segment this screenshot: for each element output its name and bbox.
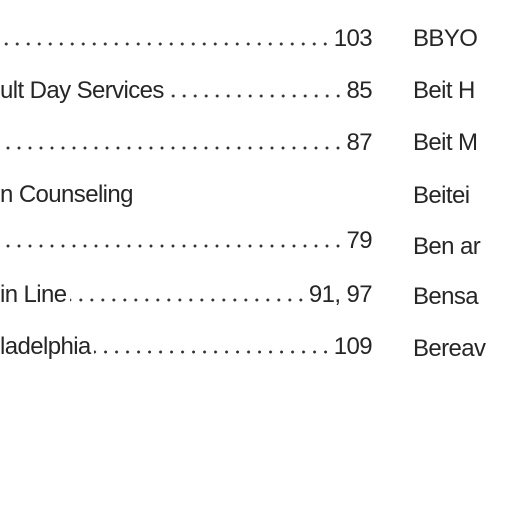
index-entry: in Line 91, 97 bbox=[0, 278, 373, 312]
entry-text: Beit H bbox=[413, 77, 475, 104]
entry-text: Bereav bbox=[413, 335, 486, 362]
dot-leader bbox=[69, 297, 306, 303]
page-number: 109 bbox=[333, 333, 373, 360]
dot-leader bbox=[93, 349, 331, 355]
index-entry: 87 bbox=[0, 126, 373, 160]
index-entry: ladelphia 109 bbox=[0, 330, 373, 364]
dot-leader bbox=[3, 145, 344, 151]
page-number: 79 bbox=[346, 227, 373, 254]
entry-text: Ben ar bbox=[413, 233, 481, 260]
index-entry: BBYO bbox=[413, 22, 512, 56]
page-number: 103 bbox=[333, 25, 373, 52]
dot-leader bbox=[3, 243, 344, 249]
index-entry: 79 bbox=[0, 224, 373, 258]
entry-text: BBYO bbox=[413, 25, 478, 52]
index-entry: Beitei bbox=[413, 179, 512, 213]
entry-text: ult Day Services bbox=[0, 77, 164, 104]
index-entry: ult Day Services 85 bbox=[0, 74, 373, 108]
entry-text: n Counseling bbox=[0, 181, 134, 208]
index-entry: Beit H bbox=[413, 74, 512, 108]
page-number: 87 bbox=[346, 129, 373, 156]
entry-text: Beitei bbox=[413, 182, 470, 209]
dot-leader bbox=[166, 93, 344, 99]
index-entry: Ben ar bbox=[413, 230, 512, 264]
index-entry: n Counseling bbox=[0, 178, 372, 212]
index-entry: Bensa bbox=[413, 280, 512, 314]
entry-text: Beit M bbox=[413, 129, 478, 156]
page-number: 91, 97 bbox=[308, 281, 373, 308]
dot-leader bbox=[3, 41, 331, 47]
entry-text: in Line bbox=[0, 281, 67, 308]
page-number: 85 bbox=[346, 77, 373, 104]
entry-text: Bensa bbox=[413, 283, 479, 310]
index-entry: 103 bbox=[0, 22, 373, 56]
index-entry: Beit M bbox=[413, 126, 512, 160]
index-entry: Bereav bbox=[413, 332, 512, 366]
entry-text: ladelphia bbox=[0, 333, 91, 360]
